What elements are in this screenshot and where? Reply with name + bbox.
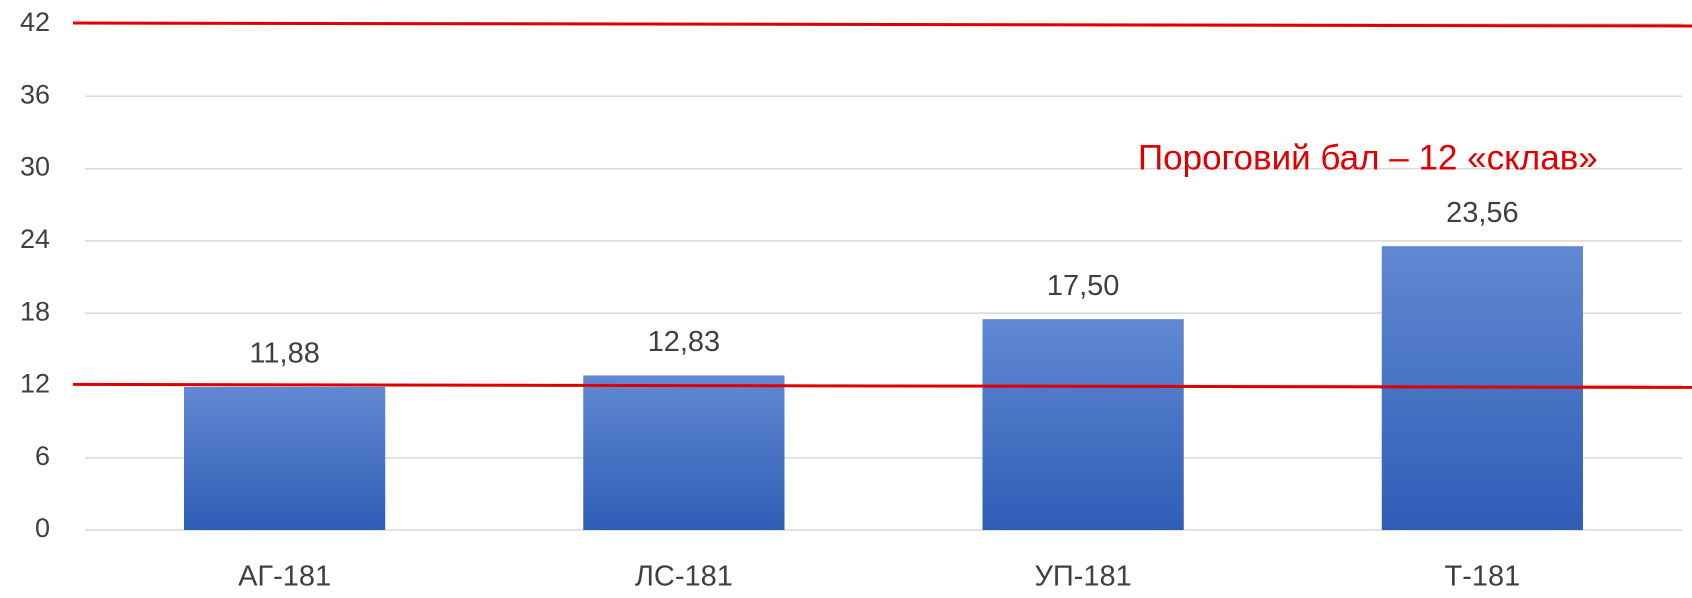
x-tick-label: АГ-181 bbox=[238, 561, 331, 593]
x-tick-label: УП-181 bbox=[1034, 561, 1131, 593]
data-label: 12,83 bbox=[648, 326, 721, 358]
bar bbox=[184, 386, 386, 530]
data-label: 11,88 bbox=[249, 338, 319, 370]
annotation: Пороговий бал – 12 «склав» bbox=[1138, 138, 1598, 177]
x-tick-label: ЛС-181 bbox=[635, 561, 733, 593]
data-label: 17,50 bbox=[1047, 270, 1120, 302]
y-tick-label: 42 bbox=[20, 7, 50, 37]
reference-line bbox=[72, 21, 1692, 28]
data-label: 23,56 bbox=[1446, 197, 1519, 229]
y-tick-label: 36 bbox=[20, 79, 50, 109]
y-tick-label: 12 bbox=[20, 369, 50, 399]
labels: 0 6 12 18 24 30 36 42 АГ-181 11,88 ЛС-181 12,83 УП-1… bbox=[20, 7, 1598, 593]
y-tick-label: 0 bbox=[35, 513, 50, 543]
bar bbox=[583, 375, 785, 530]
y-tick-label: 18 bbox=[20, 296, 50, 326]
x-tick-label: Т-181 bbox=[1444, 561, 1520, 593]
bar bbox=[982, 319, 1184, 530]
reference-line bbox=[72, 382, 1692, 389]
y-tick-label: 30 bbox=[20, 152, 50, 182]
y-tick-label: 24 bbox=[20, 224, 50, 254]
reference-lines bbox=[72, 21, 1692, 389]
y-tick-label: 6 bbox=[35, 441, 50, 471]
